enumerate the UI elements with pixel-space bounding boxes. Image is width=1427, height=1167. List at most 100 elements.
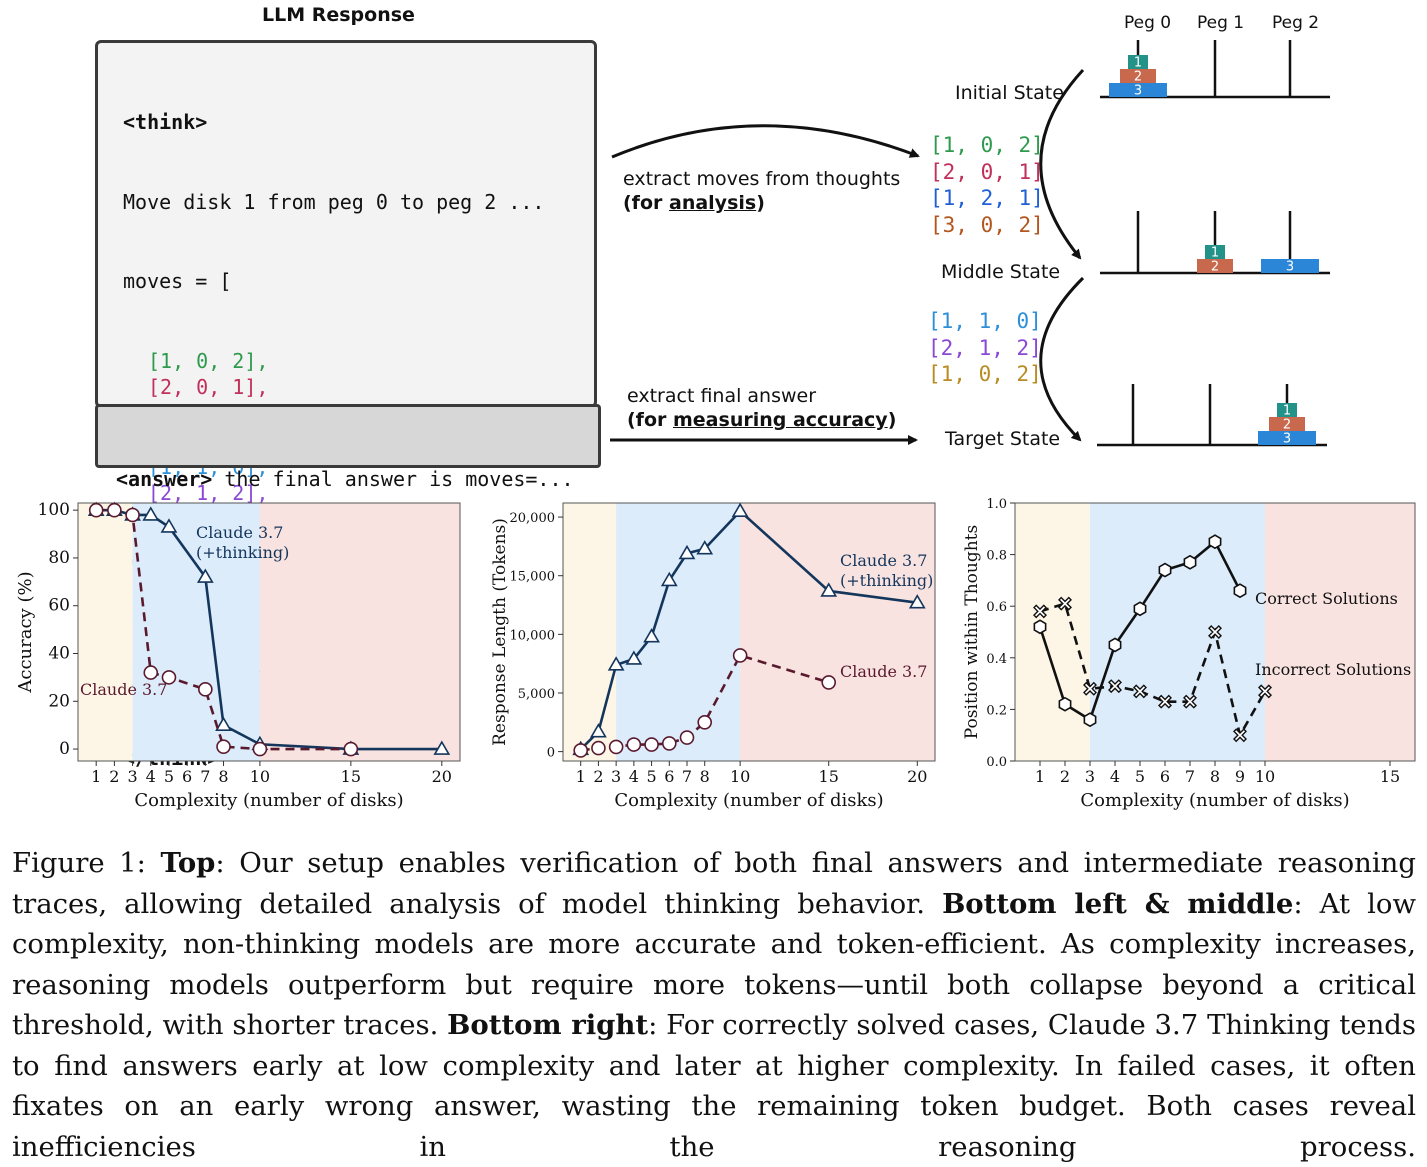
peg-2-label: Peg 2	[1272, 13, 1320, 33]
x-tick-label: 8	[218, 767, 228, 786]
x-tick-label: 20	[907, 767, 927, 786]
data-point	[196, 568, 214, 583]
x-tick-label: 8	[1210, 767, 1220, 786]
data-point	[1208, 625, 1222, 639]
initial-state-drawing: 321	[1100, 40, 1330, 99]
x-tick-label: 7	[682, 767, 692, 786]
data-point	[1133, 601, 1147, 617]
figure-caption: Figure 1: Top: Our setup enables verific…	[12, 843, 1416, 1167]
hanoi-disk-label: 1	[1211, 246, 1219, 261]
caption-bold-bottom-right: Bottom right	[447, 1009, 649, 1041]
initial-state-label: Initial State	[955, 82, 1064, 104]
data-point	[625, 650, 643, 665]
complexity-region	[78, 503, 133, 761]
caption-lead: Figure 1:	[12, 847, 161, 879]
complexity-region	[740, 503, 935, 761]
data-point	[198, 682, 213, 697]
y-tick-label: 0.2	[986, 703, 1007, 718]
data-point	[1158, 694, 1172, 709]
moves-group-2: [1, 1, 0] [2, 1, 2] [1, 0, 2]	[928, 308, 1042, 388]
plot-frame	[77, 502, 461, 762]
hanoi-disk-2	[1120, 69, 1156, 83]
x-tick-label: 10	[250, 767, 270, 786]
answer-text: the final answer is moves=...	[212, 467, 574, 491]
extract-final-text: extract final answer	[627, 385, 817, 407]
position-chart: 1 2 3 4 5 6 7 8 9 10 15 0.0 0.2 0.4 0.6 0.8 1.0 Complexit…	[962, 497, 1416, 811]
data-point	[1033, 619, 1047, 635]
hanoi-disk-label: 3	[1286, 260, 1294, 275]
series-line	[96, 508, 442, 751]
y-axis-label: Accuracy (%)	[15, 571, 36, 693]
data-point	[679, 730, 695, 745]
data-point	[343, 741, 359, 757]
data-point	[660, 571, 678, 587]
x-tick-label: 3	[127, 767, 137, 786]
complexity-region	[563, 503, 617, 761]
hanoi-disk-label: 3	[1134, 84, 1142, 99]
y-tick-label: 20,000	[510, 511, 556, 526]
series-label: (+thinking)	[196, 543, 289, 562]
x-tick-label: 6	[1160, 767, 1170, 786]
hanoi-disk-1	[1205, 245, 1225, 259]
extract-moves-label: extract moves from thoughts (for analysi…	[623, 167, 900, 215]
data-point	[1208, 534, 1222, 550]
data-point	[678, 544, 696, 560]
complexity-region	[1265, 503, 1415, 761]
for-analysis-post: )	[756, 192, 765, 214]
peg-0-label: Peg 0	[1124, 13, 1172, 33]
x-tick-label: 7	[1185, 767, 1195, 786]
y-tick-label: 20	[48, 691, 70, 711]
hanoi-disk-label: 3	[1283, 432, 1291, 447]
extract-moves-text: extract moves from thoughts	[623, 168, 901, 190]
y-tick-label: 0.6	[986, 600, 1007, 615]
data-point	[142, 506, 160, 521]
middle-state-drawing: 21 3	[1100, 211, 1330, 275]
data-point	[608, 739, 624, 755]
series-label: Claude 3.7	[196, 523, 283, 542]
y-tick-label: 0.4	[986, 652, 1007, 667]
caption-text-1: : Our setup enables verification of both…	[12, 847, 1416, 920]
x-axis-label: Complexity (number of disks)	[134, 790, 403, 811]
accuracy-chart: 1 2 3 4 5 6 7 8 10 15 20 0 20 40 60 80 100 Complexity (nu…	[15, 500, 461, 811]
target-state-drawing: 321	[1097, 384, 1327, 447]
x-tick-label: 20	[432, 767, 452, 786]
data-point	[731, 502, 749, 518]
data-point	[1033, 604, 1047, 619]
series-label: Claude 3.7	[80, 680, 167, 699]
hanoi-disk-2	[1269, 417, 1305, 431]
data-point	[591, 740, 606, 756]
data-point	[1083, 681, 1097, 696]
move-entry: [1, 0, 2],	[148, 348, 269, 373]
y-tick-label: 80	[48, 548, 70, 568]
for-accuracy-pre: (for	[627, 409, 673, 431]
caption-text-2: : At low complexity, non-thinking models…	[12, 887, 1416, 1042]
move-entry: [1, 1, 0]	[928, 309, 1042, 333]
x-tick-label: 9	[1235, 767, 1245, 786]
move-entry: [3, 0, 2]	[930, 212, 1044, 237]
data-point	[1083, 712, 1097, 728]
x-tick-label: 4	[629, 767, 639, 786]
data-point	[215, 716, 232, 731]
data-point	[573, 743, 589, 758]
data-point	[252, 741, 268, 757]
data-point	[821, 675, 837, 690]
y-tick-label: 15,000	[510, 570, 556, 585]
x-axis-label: Complexity (number of disks)	[614, 790, 883, 811]
data-point	[1233, 583, 1247, 599]
data-point	[644, 737, 659, 752]
data-point	[1058, 596, 1072, 611]
data-point	[88, 502, 104, 518]
data-point	[216, 739, 231, 754]
plot-frame	[562, 502, 936, 762]
data-point	[107, 502, 122, 518]
move-entry: [1, 0, 2]	[930, 133, 1044, 157]
data-point	[661, 736, 677, 751]
data-point	[433, 740, 451, 755]
data-point	[590, 723, 607, 738]
data-point	[160, 518, 178, 533]
caption-bold-bottom-left: Bottom left & middle	[942, 887, 1294, 920]
x-tick-label: 10	[730, 767, 750, 786]
x-tick-label: 4	[1110, 767, 1120, 786]
hanoi-disk-label: 1	[1134, 56, 1142, 71]
data-point	[1108, 637, 1122, 653]
